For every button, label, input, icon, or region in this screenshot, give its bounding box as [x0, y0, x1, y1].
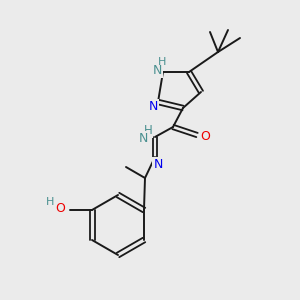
Text: H: H: [46, 197, 54, 207]
Text: O: O: [200, 130, 210, 142]
Text: N: N: [148, 100, 158, 112]
Text: H: H: [144, 124, 152, 137]
Text: O: O: [55, 202, 65, 215]
Text: N: N: [138, 131, 148, 145]
Text: H: H: [158, 57, 166, 67]
Text: N: N: [152, 64, 162, 76]
Text: N: N: [153, 158, 163, 170]
